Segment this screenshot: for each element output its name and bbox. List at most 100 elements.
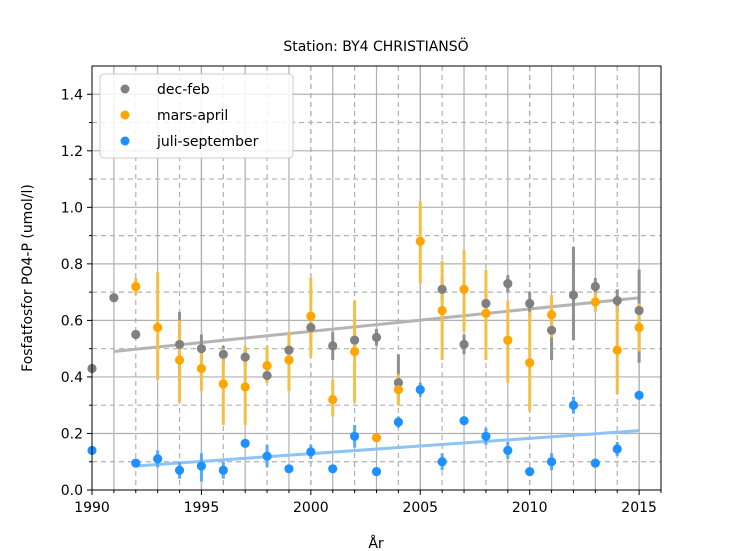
data-point-juli-september [546,457,557,467]
legend-label-mars-april: mars-april [157,108,228,124]
data-point-mars-april [481,308,491,318]
data-point-dec-feb [393,377,403,388]
data-point-mars-april [131,281,141,292]
data-point-mars-april [240,382,250,392]
data-point-mars-april [525,358,535,368]
data-point-mars-april [634,322,644,333]
data-point-mars-april [371,433,382,443]
x-tick-label: 1990 [74,500,110,516]
data-point-dec-feb [371,332,382,342]
data-point-mars-april [196,363,207,374]
data-point-juli-september [262,451,272,461]
data-point-juli-september [284,464,294,474]
data-point-mars-april [350,346,360,357]
data-point-mars-april [306,311,316,321]
data-point-dec-feb [218,349,228,359]
x-axis-ticks: 1990 1995 2000 2005 2010 2015 [74,490,662,516]
y-tick-label: 1.0 [61,200,83,216]
data-point-dec-feb [196,344,207,354]
data-point-dec-feb [459,339,469,350]
data-point-dec-feb [525,298,535,309]
data-point-dec-feb [634,305,644,316]
data-point-dec-feb [481,298,491,309]
legend-marker-mars-april [120,110,130,120]
x-tick-label: 2015 [621,500,657,516]
data-point-dec-feb [590,281,600,292]
data-point-juli-september [415,385,425,395]
trend-line-juli-september [135,429,640,468]
data-point-dec-feb [131,329,141,340]
y-tick-label: 0.0 [61,483,83,499]
data-point-mars-april [459,284,469,294]
data-point-dec-feb [437,284,447,294]
data-point-dec-feb [328,341,338,351]
data-point-dec-feb [612,296,622,306]
data-point-juli-september [393,417,403,427]
y-tick-label: 1.2 [61,144,83,160]
data-point-mars-april [503,335,513,345]
data-point-juli-september [590,458,600,468]
data-point-juli-september [437,457,447,467]
data-point-mars-april [153,322,163,333]
data-point-juli-september [218,465,228,475]
x-tick-label: 2010 [512,500,548,516]
legend-label-juli-september: juli-september [156,134,259,150]
data-point-dec-feb [174,339,185,350]
legend-marker-juli-september [120,136,130,146]
data-point-mars-april [393,385,403,395]
data-point-juli-september [306,447,316,457]
data-point-mars-april [612,345,622,355]
y-axis-label: Fosfatfosfor PO4-P (umol/l) [20,184,36,372]
data-point-mars-april [174,355,185,365]
chart-title: Station: BY4 CHRISTIANSÖ [283,37,468,55]
data-point-mars-april [415,236,425,246]
data-point-juli-september [503,445,513,456]
data-point-juli-september [131,458,141,468]
data-point-mars-april [437,305,447,316]
data-point-dec-feb [109,293,119,303]
data-points [87,236,644,477]
data-point-dec-feb [503,279,513,289]
data-point-juli-september [612,444,622,454]
y-tick-label: 0.6 [61,313,83,329]
data-point-juli-september [371,467,382,477]
data-point-juli-september [634,390,644,400]
data-point-juli-september [240,438,250,448]
data-point-juli-september [174,465,185,475]
data-point-mars-april [218,379,228,389]
data-point-dec-feb [546,325,557,335]
y-tick-label: 0.8 [61,257,83,273]
y-tick-label: 0.4 [61,370,83,386]
data-point-juli-september [525,467,535,477]
data-point-mars-april [590,297,600,307]
data-point-juli-september [328,464,338,474]
data-point-mars-april [284,355,294,365]
data-point-dec-feb [568,290,579,300]
x-axis-label: År [368,535,384,551]
data-point-mars-april [328,394,338,405]
data-point-juli-september [196,461,207,471]
legend: dec-feb mars-april juli-september [99,73,294,159]
y-axis-ticks: 0.0 0.2 0.4 0.6 0.8 1.0 1.2 1.4 [61,87,92,499]
data-point-mars-april [262,361,272,371]
y-tick-label: 0.2 [61,426,83,442]
data-point-dec-feb [284,345,294,355]
data-point-mars-april [546,310,557,320]
data-point-juli-september [481,431,491,441]
data-point-dec-feb [262,370,272,381]
x-tick-label: 2000 [293,500,329,516]
data-point-dec-feb [240,352,250,362]
legend-marker-dec-feb [120,84,130,94]
legend-label-dec-feb: dec-feb [157,82,210,98]
data-point-dec-feb [350,335,360,345]
data-point-juli-september [459,416,469,426]
x-tick-label: 2005 [402,500,438,516]
data-point-juli-september [350,431,360,441]
data-point-juli-september [153,454,163,464]
legend-box [99,73,294,159]
x-tick-label: 1995 [184,500,220,516]
data-point-dec-feb [306,322,316,333]
data-point-juli-september [568,400,579,410]
y-tick-label: 1.4 [61,87,83,103]
